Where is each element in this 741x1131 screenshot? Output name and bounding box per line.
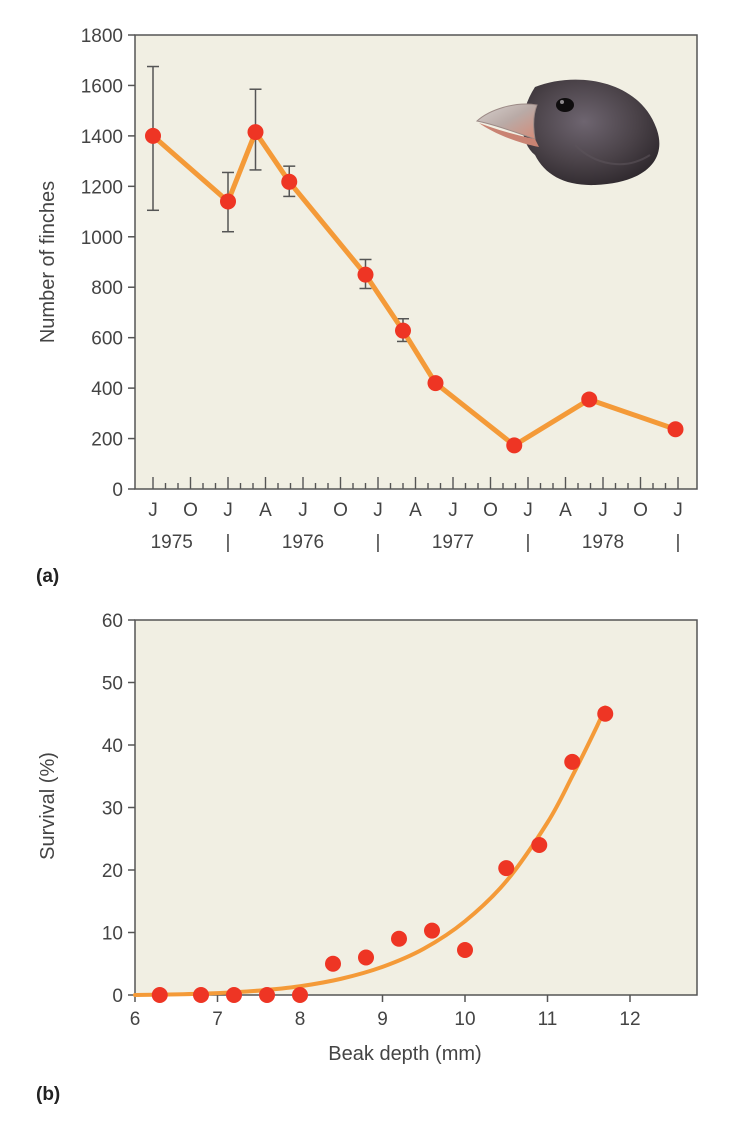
panel-b-y-tick-label: 60 — [102, 611, 123, 632]
panel-a-y-tick-label: 1200 — [81, 177, 123, 198]
panel-a-data-point — [220, 193, 236, 210]
panel-b-x-tick-label: 9 — [377, 1009, 388, 1030]
panel-b-x-tick-label: 8 — [295, 1009, 306, 1030]
panel-a-series-line — [151, 129, 677, 448]
panel-a-x-tick-label: J — [598, 500, 608, 521]
panel-a-x-tick-label: J — [673, 500, 683, 521]
panel-b-x-tick-label: 6 — [130, 1009, 141, 1030]
panel-a-y-tick-label: 1400 — [81, 127, 123, 148]
panel-a-data-point — [357, 266, 374, 283]
panel-b-data-point — [457, 942, 473, 958]
panel-b-y-tick-label: 20 — [102, 861, 123, 882]
panel-b-chart: 0 10 20 30 40 50 60 6 7 8 9 10 11 12 Beak depth (mm)… — [36, 611, 698, 1105]
panel-a-y-tick-label: 400 — [91, 379, 123, 400]
panel-b-y-ticks: 0 10 20 30 40 50 60 — [102, 611, 135, 1007]
panel-a-y-tick-label: 0 — [112, 480, 123, 501]
panel-a-x-tick-label: J — [148, 500, 158, 521]
panel-b-x-tick-label: 12 — [619, 1009, 640, 1030]
panel-a-data-point — [667, 421, 684, 438]
panel-a-year-label: 1978 — [582, 532, 624, 553]
panel-b-data-point — [424, 922, 440, 939]
panel-a-y-tick-label: 1600 — [81, 76, 123, 97]
panel-a-chart: 0 200 400 600 800 1000 1200 1400 1600 1800 J O J A J O… — [36, 26, 698, 587]
panel-a-x-tick-label: A — [259, 500, 272, 521]
panel-a-data-point — [247, 124, 264, 141]
panel-b-data-point — [498, 860, 515, 877]
panel-b-y-tick-label: 30 — [102, 799, 123, 820]
panel-a-y-tick-label: 600 — [91, 329, 123, 350]
panel-b-x-ticks: 6 7 8 9 10 11 12 — [130, 995, 641, 1030]
panel-a-data-point — [145, 127, 161, 144]
panel-a-data-point — [506, 437, 523, 454]
panel-b-x-tick-label: 11 — [538, 1009, 558, 1030]
panel-a-x-tick-label: O — [333, 500, 348, 521]
panel-a-year-separator: | — [676, 532, 681, 553]
panel-a-label: (a) — [36, 566, 59, 587]
panel-a-year-label: 1975 — [151, 532, 193, 553]
panel-a-data-point — [427, 375, 444, 392]
panel-b-data-point — [226, 987, 242, 1003]
panel-a-x-tick-label: J — [523, 500, 533, 521]
panel-a-y-tick-label: 200 — [91, 430, 123, 451]
finch-head-icon — [475, 79, 660, 186]
panel-b-data-point — [531, 837, 548, 853]
panel-a-x-tick-label: J — [223, 500, 233, 521]
panel-b-x-axis-title: Beak depth (mm) — [328, 1043, 481, 1065]
panel-a-x-tick-label: J — [298, 500, 308, 521]
panel-a-year-separator: | — [376, 532, 381, 553]
panel-b-y-tick-label: 10 — [102, 924, 123, 945]
panel-b-y-axis-title: Survival (%) — [37, 752, 59, 860]
panel-a-y-tick-label: 800 — [91, 278, 123, 299]
panel-a-data-point — [281, 173, 298, 190]
panel-a-year-labels: 1975 1976 1977 1978 | | | | — [151, 532, 681, 553]
panel-a-x-tick-label: O — [633, 500, 648, 521]
panel-b-x-tick-label: 7 — [212, 1009, 223, 1030]
panel-b-plot-area — [134, 619, 698, 996]
panel-a-data-point — [395, 322, 411, 339]
panel-a-year-label: 1976 — [282, 532, 324, 553]
panel-a-y-tick-label: 1800 — [81, 26, 123, 47]
panel-a-x-tick-label: A — [409, 500, 422, 521]
panel-b-data-point — [358, 949, 374, 966]
panel-a-data-point — [581, 391, 598, 408]
panel-b-data-point — [292, 987, 308, 1003]
panel-b-data-point — [259, 987, 275, 1003]
panel-b-data-point — [151, 987, 168, 1003]
panel-b-data-point — [193, 987, 209, 1003]
panel-a-x-tick-label: A — [559, 500, 572, 521]
panel-a-x-tick-label: O — [183, 500, 198, 521]
panel-a-x-tick-label: O — [483, 500, 498, 521]
panel-b-data-point — [391, 930, 407, 947]
panel-a-y-ticks: 0 200 400 600 800 1000 1200 1400 1600 1800 — [81, 26, 135, 501]
panel-b-data-point — [325, 955, 341, 972]
panel-b-data-point — [597, 705, 614, 722]
panel-a-x-tick-label: J — [373, 500, 383, 521]
panel-a-data-points — [145, 124, 684, 454]
panel-a-y-axis-title: Number of finches — [37, 181, 59, 343]
panel-b-fit-curve — [133, 705, 608, 997]
panel-a-year-separator: | — [226, 532, 231, 553]
panel-a-year-separator: | — [526, 532, 531, 553]
panel-a-year-label: 1977 — [432, 532, 474, 553]
panel-b-y-tick-label: 0 — [112, 986, 123, 1007]
panel-b-label: (b) — [36, 1084, 60, 1105]
panel-a-x-tick-label: J — [448, 500, 458, 521]
panel-b-x-tick-label: 10 — [454, 1009, 475, 1030]
panel-b-y-tick-label: 40 — [102, 736, 123, 757]
panel-b-data-points — [151, 705, 614, 1003]
panel-b-data-point — [564, 753, 581, 770]
panel-a-y-tick-label: 1000 — [81, 228, 123, 249]
panel-b-y-tick-label: 50 — [102, 674, 123, 695]
